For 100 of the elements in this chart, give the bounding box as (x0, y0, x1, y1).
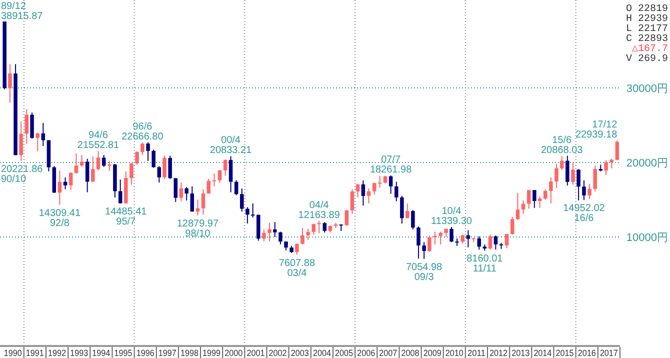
candlestick (130, 162, 134, 186)
annotation: 7607.88 03/4 (278, 258, 316, 279)
x-tick-label: 1997 (158, 348, 178, 358)
candlestick (228, 156, 233, 193)
x-tick-label: 1990 (4, 348, 24, 358)
candlestick (63, 176, 68, 190)
candlestick (378, 175, 382, 188)
candlestick (240, 188, 244, 212)
annotation: 07/7 18261.98 (370, 154, 412, 176)
candlestick (162, 155, 166, 180)
x-tick-label: 2000 (224, 348, 245, 358)
x-tick-label: 2005 (335, 348, 356, 358)
annotation: 12879.97 98/10 (176, 218, 219, 240)
annotation: 94/6 21552.81 (77, 130, 120, 151)
candlestick (246, 206, 250, 224)
candlestick (30, 112, 34, 140)
annotation: 89/12 38915.87 (1, 1, 44, 22)
annotation: 00/4 20833.21 (210, 135, 252, 156)
x-tick-label: 2008 (401, 348, 422, 358)
candlestick (96, 150, 100, 172)
candlestick (394, 181, 398, 202)
candlestick (8, 64, 12, 104)
candlestick (168, 155, 172, 180)
annotation: 14309.41 92/8 (38, 208, 82, 229)
candlestick (68, 172, 73, 191)
candlestick (58, 170, 62, 206)
candlestick (356, 184, 360, 198)
candlestick (428, 234, 432, 252)
x-tick-label: 2006 (357, 348, 378, 358)
candlestick (152, 149, 156, 168)
candlestick (322, 222, 327, 233)
candlestick (206, 178, 211, 194)
candlestick (268, 222, 272, 242)
candlestick (566, 155, 570, 186)
candlestick (543, 188, 548, 200)
x-tick-label: 2015 (556, 348, 576, 358)
y-tick-label: 10000円 (626, 232, 668, 244)
candlestick (312, 223, 316, 236)
candlestick (179, 182, 184, 202)
candlestick (400, 195, 404, 224)
candlestick (273, 222, 277, 238)
candlestick (234, 180, 238, 196)
candlestick (157, 166, 162, 184)
candlestick (184, 186, 188, 201)
candlestick (604, 160, 608, 176)
candlestick (278, 231, 282, 245)
candlestick (372, 182, 376, 195)
x-tick-label: 2002 (268, 348, 289, 358)
x-tick-label: 1992 (48, 348, 68, 358)
annotation: 7054.98 09/3 (406, 262, 443, 283)
candlestick (516, 192, 520, 220)
x-tick-label: 2013 (512, 348, 532, 358)
candlestick (532, 190, 536, 208)
candlestick (295, 243, 299, 256)
candlestick (24, 108, 29, 144)
candlestick (416, 226, 420, 260)
candlestick (366, 188, 371, 204)
candlestick (361, 180, 366, 206)
x-tick-label: 2014 (534, 348, 554, 358)
annotation: 14485.41 95/7 (105, 206, 148, 228)
x-tick-label: 1994 (92, 348, 112, 358)
annotation: 96/6 22666.80 (122, 122, 164, 143)
annotation: 04/4 12163.89 (298, 200, 340, 221)
candlestick (554, 163, 558, 188)
candlestick (91, 156, 95, 182)
candlestick (411, 210, 415, 230)
x-tick-label: 2012 (490, 348, 510, 358)
candlestick (560, 155, 564, 170)
candlestick (504, 233, 509, 249)
annotation: 8160.01 11/11 (466, 254, 504, 275)
annotation: 14952.02 16/6 (563, 203, 606, 224)
candlestick (344, 210, 349, 226)
candlestick (135, 150, 139, 166)
candlestick (190, 186, 194, 212)
candlestick (250, 202, 255, 218)
candlestick (262, 229, 266, 242)
candlestick (593, 164, 597, 192)
candlestick (80, 154, 84, 168)
annotation: 10/4 11339.30 (431, 206, 472, 227)
candlestick (350, 188, 354, 214)
x-tick-label: 2001 (246, 348, 267, 358)
candlestick (576, 168, 580, 201)
candlestick (582, 180, 586, 201)
candlestick (174, 178, 178, 202)
y-tick-label: 30000円 (626, 82, 668, 95)
x-tick-label: 1998 (180, 348, 201, 358)
candlestick (306, 228, 310, 240)
candlestick (140, 142, 144, 156)
x-tick-label: 2010 (445, 348, 466, 358)
candlestick (146, 142, 150, 162)
x-tick-label: 2007 (379, 348, 400, 358)
x-tick-label: 1991 (26, 348, 46, 358)
candlestick (405, 202, 410, 219)
candlestick (494, 234, 498, 250)
candlestick (300, 228, 304, 245)
candlestick (588, 184, 592, 200)
x-tick-label: 2017 (600, 348, 620, 358)
candlestick (317, 220, 321, 234)
x-tick-label: 2016 (578, 348, 598, 358)
candlestick (488, 234, 492, 250)
